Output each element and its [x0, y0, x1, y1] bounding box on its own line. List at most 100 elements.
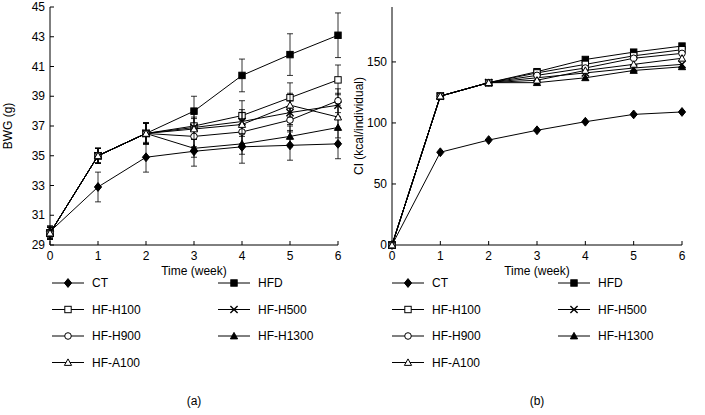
y-tick [392, 61, 396, 62]
x-tick [633, 241, 634, 245]
legend-marker [64, 359, 71, 365]
error-bar [191, 119, 197, 140]
legend-label: HF-H1300 [258, 329, 314, 343]
marker [437, 93, 444, 100]
y-tick [50, 126, 54, 127]
x-tick [290, 241, 291, 245]
marker [143, 130, 149, 136]
x-tick-label: 1 [437, 249, 444, 263]
marker [94, 152, 101, 158]
marker [142, 130, 149, 136]
legend-marker [64, 279, 71, 288]
x-tick [146, 241, 147, 245]
x-tick [50, 241, 51, 245]
marker [485, 79, 492, 86]
series-line [392, 58, 682, 245]
marker [142, 153, 149, 162]
legend: CTHFDHF-H100HF-H500HF-H900HF-H1300HF-A10… [392, 276, 654, 370]
marker [334, 113, 341, 119]
marker [334, 139, 341, 148]
marker [630, 110, 637, 119]
legend-label: HF-H100 [432, 303, 481, 317]
marker [238, 121, 245, 127]
y-tick-label: 45 [32, 0, 46, 14]
legend-marker [230, 332, 237, 338]
error-bar [95, 148, 101, 163]
series-line [392, 46, 682, 245]
legend-label: HF-H1300 [598, 329, 654, 343]
chart-panel: 0501001500123456Time (week)CI (kcal/indi… [352, 7, 686, 408]
error-bar [95, 148, 101, 163]
y-tick [50, 36, 54, 37]
error-bar [143, 123, 149, 144]
marker [437, 92, 444, 99]
x-tick-label: 6 [335, 249, 342, 263]
marker [286, 133, 293, 139]
y-tick-label: 39 [32, 89, 46, 103]
error-bar [143, 123, 149, 144]
y-tick-label: 29 [32, 238, 46, 252]
y-tick-label: 50 [374, 177, 388, 191]
legend-marker [405, 333, 412, 340]
legend-label: HF-H900 [92, 329, 141, 343]
marker [287, 51, 293, 57]
y-tick-label: 33 [32, 179, 46, 193]
legend-label: HF-H100 [92, 303, 141, 317]
legend-label: HFD [598, 276, 623, 290]
chart-panel: 2931333537394143450123456Time (week)BWG … [1, 0, 342, 408]
marker [190, 124, 197, 131]
y-tick [50, 215, 54, 216]
x-tick-label: 1 [95, 249, 102, 263]
legend-marker [404, 359, 411, 365]
x-tick [585, 241, 586, 245]
x-tick-label: 2 [143, 249, 150, 263]
legend-label: CT [432, 276, 449, 290]
marker [678, 55, 685, 61]
marker [389, 242, 395, 248]
error-bar [143, 123, 149, 144]
series-line [50, 80, 338, 233]
x-tick-label: 4 [582, 249, 589, 263]
y-tick [392, 183, 396, 184]
error-bar [191, 139, 197, 157]
marker [582, 67, 589, 73]
marker [388, 241, 395, 247]
y-tick [50, 155, 54, 156]
marker [238, 140, 245, 146]
y-axis-label: BWG (g) [1, 103, 15, 150]
legend-label: CT [92, 276, 109, 290]
x-tick [338, 241, 339, 245]
x-tick [242, 241, 243, 245]
legend-marker [571, 280, 577, 286]
x-tick [488, 241, 489, 245]
marker [95, 153, 101, 159]
marker [142, 130, 149, 137]
y-tick-label: 0 [380, 238, 387, 252]
legend-marker [65, 333, 72, 340]
x-tick-label: 2 [485, 249, 492, 263]
marker [533, 77, 540, 83]
x-tick-label: 3 [534, 249, 541, 263]
error-bar [95, 172, 101, 202]
x-tick-label: 0 [47, 249, 54, 263]
marker [437, 93, 443, 99]
marker [678, 108, 685, 117]
marker [582, 74, 589, 80]
legend-marker [405, 306, 411, 312]
marker [335, 77, 341, 83]
marker [437, 92, 444, 98]
marker [94, 152, 101, 159]
y-tick [50, 66, 54, 67]
x-axis-label: Time (week) [504, 264, 570, 278]
marker [47, 230, 53, 236]
series-line [392, 112, 682, 245]
error-bar [143, 123, 149, 144]
y-tick-label: 100 [367, 116, 387, 130]
y-tick [50, 7, 54, 8]
marker [95, 153, 101, 159]
series-line [392, 50, 682, 245]
legend-label: HF-A100 [432, 356, 480, 370]
x-tick-label: 5 [287, 249, 294, 263]
series-line [50, 127, 338, 233]
error-bar [239, 113, 245, 137]
